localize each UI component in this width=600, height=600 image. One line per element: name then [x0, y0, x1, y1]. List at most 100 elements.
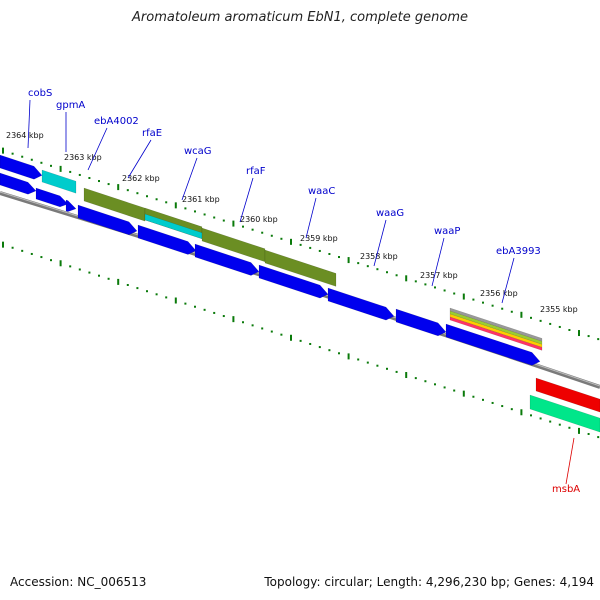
inner-tick-mark: [30, 252, 33, 255]
inner-tick-mark: [11, 246, 14, 249]
map-title: Aromatoleum aromaticum EbN1, complete ge…: [132, 10, 468, 25]
inner-tick-dots: [2, 241, 600, 439]
gene-leader-line: [27, 99, 31, 149]
outer-tick-mark: [549, 322, 552, 325]
inner-tick-mark: [443, 386, 446, 389]
inner-tick-mark: [146, 290, 148, 293]
inner-tick-mark: [98, 274, 100, 277]
cds-ebA3993-pink: [449, 316, 543, 351]
inner-tick-mark: [376, 364, 379, 367]
outer-tick-mark: [261, 231, 264, 234]
inner-tick-mark: [126, 283, 129, 286]
inner-tick-mark: [578, 427, 580, 434]
outer-tick-mark: [539, 319, 542, 322]
inner-tick-mark: [2, 241, 4, 248]
outer-tick-mark: [530, 316, 532, 319]
inner-tick-mark: [338, 352, 340, 355]
cds-row2-d: [77, 204, 138, 236]
inner-tick-mark: [107, 277, 110, 280]
feature-track: [0, 154, 600, 433]
outer-tick-mark: [578, 330, 580, 337]
tick-label: 2357 kbp: [420, 271, 458, 280]
gene-leader-line: [373, 219, 387, 267]
inner-tick-mark: [318, 346, 321, 349]
inner-tick-mark: [174, 297, 177, 304]
inner-tick-mark: [40, 256, 43, 259]
tick-label: 2362 kbp: [122, 174, 160, 183]
inner-tick-mark: [539, 417, 542, 420]
cds-msbA-red: [535, 377, 600, 413]
outer-tick-mark: [510, 310, 513, 313]
inner-tick-mark: [232, 316, 235, 323]
outer-tick-mark: [50, 164, 52, 167]
outer-tick-mark: [2, 147, 4, 154]
inner-tick-mark: [501, 405, 504, 408]
cds-row2-g: [445, 323, 541, 366]
cds-waaC: [258, 264, 329, 299]
inner-tick-mark: [587, 432, 590, 435]
outer-tick-mark: [414, 280, 417, 283]
outer-tick-mark: [270, 234, 273, 237]
tick-label: 2358 kbp: [360, 252, 398, 261]
gene-leader-line: [239, 177, 254, 223]
cds-row2-a: [0, 172, 37, 195]
inner-tick-mark: [78, 268, 81, 271]
outer-tick-mark: [280, 237, 283, 240]
inner-tick-mark: [251, 324, 254, 327]
cds-msbA-mint: [529, 394, 600, 433]
gene-label-ebA4002: ebA4002: [94, 116, 139, 127]
inner-tick-mark: [347, 353, 350, 360]
inner-tick-mark: [242, 321, 244, 324]
inner-tick-mark: [299, 339, 302, 342]
inner-tick-mark: [366, 361, 369, 364]
inner-tick-mark: [203, 308, 206, 311]
outer-tick-mark: [357, 262, 360, 265]
gene-label-msbA: msbA: [552, 484, 580, 495]
gene-label-ebA3993: ebA3993: [496, 246, 541, 257]
outer-tick-mark: [491, 304, 494, 307]
outer-tick-mark: [405, 275, 408, 282]
inner-tick-mark: [69, 265, 72, 268]
cds-gpmA: [41, 169, 77, 194]
inner-tick-mark: [472, 395, 475, 398]
outer-tick-mark: [395, 274, 398, 277]
outer-tick-mark: [424, 283, 427, 286]
outer-tick-mark: [59, 165, 62, 172]
outer-tick-mark: [318, 249, 321, 252]
outer-tick-mark: [462, 293, 465, 300]
inner-tick-mark: [155, 293, 158, 296]
inner-tick-mark: [597, 436, 600, 439]
inner-tick-mark: [453, 389, 456, 392]
outer-tick-mark: [453, 292, 456, 295]
inner-tick-mark: [530, 414, 532, 417]
tick-label: 2361 kbp: [182, 195, 220, 204]
inner-tick-mark: [194, 305, 196, 308]
gene-leader-line: [565, 437, 575, 485]
outer-tick-mark: [30, 158, 33, 161]
inner-tick-mark: [462, 390, 465, 397]
outer-tick-mark: [155, 198, 158, 201]
accession-text: Accession: NC_006513: [10, 575, 147, 589]
outer-tick-mark: [98, 180, 100, 183]
cds-row2-c: [65, 199, 77, 212]
outer-tick-mark: [482, 301, 484, 304]
cds-row2-e: [137, 224, 197, 255]
gene-label-cobS: cobS: [28, 88, 52, 99]
inner-tick-mark: [261, 327, 264, 330]
inner-tick-mark: [88, 271, 91, 274]
gene-leader-line: [431, 237, 445, 287]
inner-tick-mark: [405, 372, 408, 379]
inner-tick-mark: [414, 377, 417, 380]
inner-tick-mark: [136, 287, 139, 290]
cds-waaG: [327, 287, 395, 321]
outer-tick-mark: [136, 192, 139, 195]
outer-tick-mark: [21, 155, 24, 158]
inner-tick-mark: [213, 311, 216, 314]
tick-label: 2364 kbp: [6, 131, 44, 140]
genome-summary-text: Topology: circular; Length: 4,296,230 bp…: [264, 575, 594, 589]
inner-tick-mark: [568, 426, 571, 429]
outer-tick-mark: [194, 210, 196, 213]
tick-label: 2359 kbp: [300, 234, 338, 243]
